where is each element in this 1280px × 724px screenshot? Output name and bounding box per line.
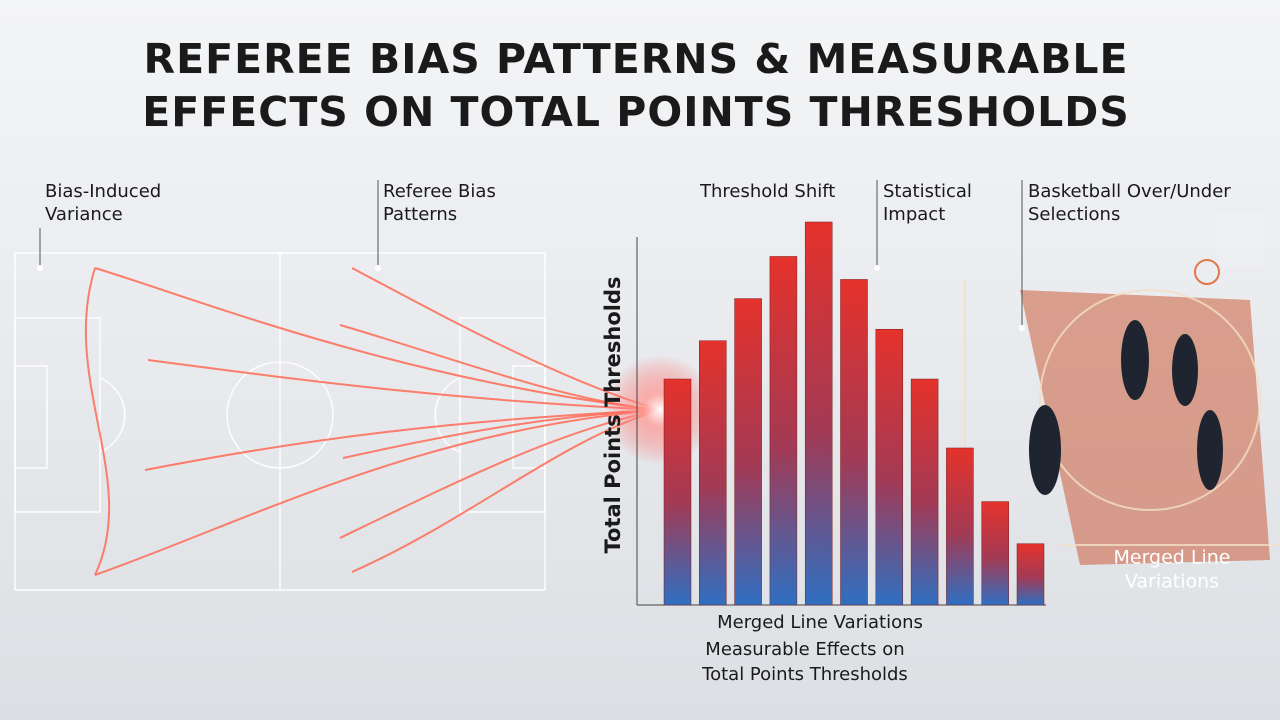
- bar: [946, 447, 974, 606]
- bar: [769, 256, 798, 606]
- annotation: Bias-Induced: [45, 181, 161, 202]
- bar: [734, 298, 762, 606]
- bar: [981, 501, 1009, 606]
- annotation: Referee Bias: [383, 181, 496, 202]
- annotation: Basketball Over/Under: [1028, 181, 1231, 202]
- bar: [840, 279, 868, 606]
- bar: [663, 378, 692, 606]
- annotation: Selections: [1028, 204, 1120, 225]
- annotation: Impact: [883, 204, 945, 225]
- bar-chart: [636, 221, 1046, 606]
- y-axis-label: Total Points Thresholds: [601, 277, 625, 554]
- court-label: Merged Line: [1113, 547, 1230, 569]
- annotation: Statistical: [883, 181, 972, 202]
- x-axis-label: Merged Line Variations: [717, 612, 923, 633]
- annotation: Threshold Shift: [699, 181, 835, 202]
- court-label: Variations: [1125, 571, 1219, 593]
- annotation: Variance: [45, 204, 123, 225]
- bar: [875, 328, 904, 606]
- caption: Total Points Thresholds: [701, 664, 908, 685]
- caption: Measurable Effects on: [705, 639, 904, 660]
- bar: [910, 378, 939, 606]
- title: REFEREE BIAS PATTERNS & MEASURABLE: [144, 35, 1129, 83]
- bar: [699, 340, 727, 606]
- basketball-court: [964, 211, 1280, 600]
- bar: [1016, 543, 1045, 606]
- title: EFFECTS ON TOTAL POINTS THRESHOLDS: [142, 88, 1130, 136]
- bar: [804, 221, 833, 606]
- annotation: Patterns: [383, 204, 457, 225]
